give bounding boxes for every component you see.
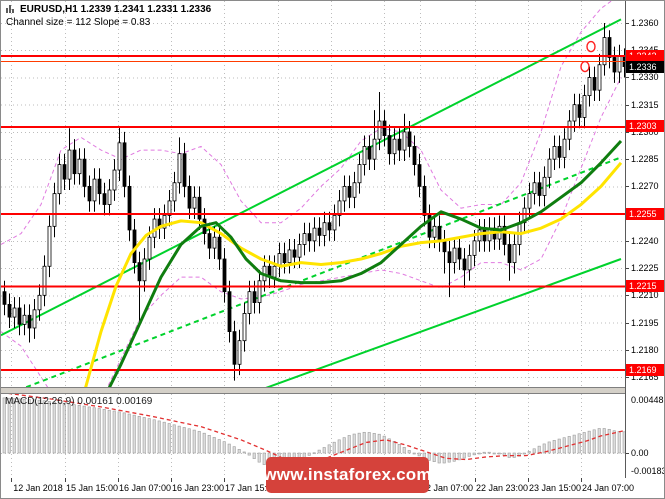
channel-line <box>265 258 622 387</box>
quote-header: EURUSD,H1 1.2339 1.2341 1.2331 1.2336 <box>6 4 211 15</box>
price-axis[interactable]: 1.23601.23451.23301.23151.23001.22851.22… <box>625 1 665 478</box>
price-pane[interactable] <box>1 1 625 387</box>
current-price-badge: 1.2336 <box>626 60 664 73</box>
date-tick-label: 15 Jan 15:00 <box>65 483 119 493</box>
quote-line: EURUSD,H1 1.2339 1.2341 1.2331 1.2336 <box>20 4 212 15</box>
candlestick-series[interactable] <box>2 23 625 381</box>
price-chart-canvas[interactable] <box>1 1 625 387</box>
time-tick-mark <box>581 478 582 482</box>
date-tick-label: 22 Jan 07:00 <box>420 483 474 493</box>
macd-zero-tick <box>625 453 629 454</box>
time-tick-mark <box>118 478 119 482</box>
price-tick-mark <box>625 377 629 378</box>
level-price-badge: 1.2303 <box>626 120 664 133</box>
chart-icon <box>6 5 15 14</box>
channel-line <box>1 18 622 337</box>
price-tick-label: 1.2180 <box>631 344 659 355</box>
price-tick-mark <box>625 23 629 24</box>
price-tick-mark <box>625 159 629 161</box>
level-price-badge: 1.2169 <box>626 363 664 376</box>
price-tick-label: 1.2330 <box>631 72 659 83</box>
macd-histogram[interactable] <box>2 397 625 469</box>
time-tick-mark <box>475 478 476 482</box>
ma-green <box>107 139 623 387</box>
time-tick-mark <box>528 478 529 482</box>
macd-pane[interactable] <box>1 394 625 478</box>
price-tick-label: 1.2225 <box>631 263 659 274</box>
time-tick-mark <box>171 478 172 482</box>
level-price-badge: 1.2215 <box>626 280 664 293</box>
price-tick-label: 1.2270 <box>631 181 659 192</box>
date-tick-label: 16 Jan 07:00 <box>118 483 172 493</box>
time-tick-mark <box>65 478 66 482</box>
bollinger-bands[interactable] <box>1 1 622 387</box>
price-tick-mark <box>625 268 629 270</box>
price-tick-mark <box>625 322 629 324</box>
axis-separator <box>625 1 626 478</box>
macd-max-label: 0.00448 <box>631 395 664 405</box>
price-tick-mark <box>625 295 629 297</box>
circle-marker <box>586 40 596 53</box>
price-tick-mark <box>625 77 629 79</box>
channel-info-line: Channel size = 112 Slope = 0.83 <box>6 17 151 28</box>
macd-zero-label: 0.00 <box>631 448 649 458</box>
pane-separator[interactable] <box>1 387 664 394</box>
entry-markers[interactable] <box>580 40 596 73</box>
band-upper <box>1 1 613 245</box>
circle-marker <box>580 60 590 73</box>
price-tick-label: 1.2210 <box>631 290 659 301</box>
date-tick-label: 12 Jan 2018 <box>13 483 63 493</box>
price-tick-mark <box>625 349 629 351</box>
date-tick-label: 16 Jan 23:00 <box>171 483 225 493</box>
price-tick-label: 1.2240 <box>631 235 659 246</box>
watermark: www.instaforex.com <box>263 457 431 493</box>
time-tick-mark <box>224 478 225 482</box>
macd-chart-canvas[interactable] <box>1 394 625 478</box>
moving-averages[interactable] <box>71 139 623 387</box>
time-tick-mark <box>11 478 12 482</box>
channel-midline <box>24 156 622 387</box>
channel-lines[interactable] <box>1 18 622 387</box>
macd-indicator-label: MACD(12,26,9) 0.00161 0.00169 <box>5 396 153 407</box>
macd-min-label: -0.00183 <box>631 466 665 476</box>
price-tick-mark <box>625 240 629 242</box>
price-tick-label: 1.2360 <box>631 18 659 28</box>
price-tick-label: 1.2195 <box>631 317 659 328</box>
date-tick-label: 23 Jan 15:00 <box>528 483 582 493</box>
macd-signal[interactable] <box>1 394 625 463</box>
ma-yellow <box>84 161 623 387</box>
level-price-badge: 1.2255 <box>626 207 664 220</box>
resistance-support-levels[interactable] <box>1 55 625 372</box>
price-tick-mark <box>625 186 629 188</box>
date-tick-label: 22 Jan 23:00 <box>475 483 529 493</box>
price-tick-label: 1.2165 <box>631 372 659 382</box>
price-tick-label: 1.2285 <box>631 154 659 165</box>
date-tick-label: 17 Jan 15:00 <box>224 483 278 493</box>
price-tick-mark <box>625 104 629 106</box>
price-tick-label: 1.2315 <box>631 99 659 110</box>
date-tick-label: 24 Jan 07:00 <box>581 483 635 493</box>
